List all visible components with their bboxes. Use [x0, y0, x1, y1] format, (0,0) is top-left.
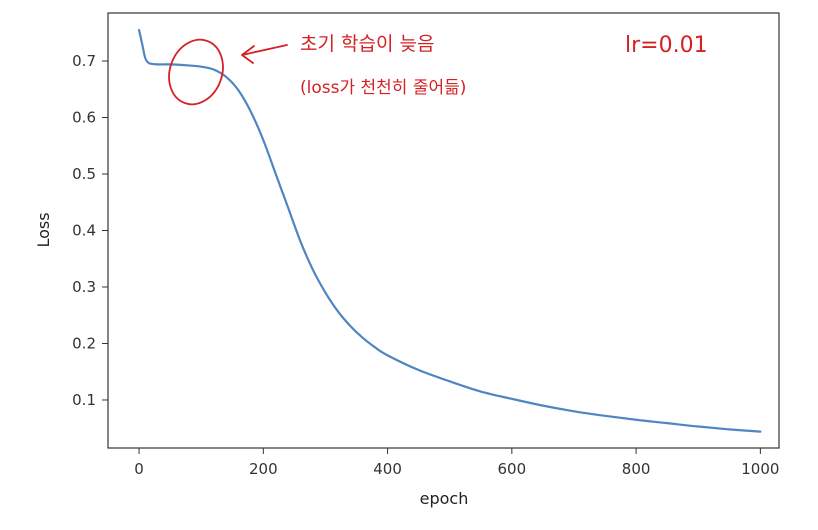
y-tick-label: 0.1: [72, 391, 96, 409]
x-tick-label: 600: [498, 460, 527, 478]
plot-frame: [107, 12, 780, 449]
y-tick-label: 0.5: [72, 165, 96, 183]
annotation-circle: [168, 38, 224, 106]
x-axis-label: epoch: [420, 489, 469, 508]
x-tick-label: 800: [622, 460, 651, 478]
annotation-arrow-icon: [241, 44, 288, 64]
y-tick-label: 0.6: [72, 109, 96, 127]
y-axis-label: Loss: [34, 212, 53, 247]
y-tick-label: 0.7: [72, 52, 96, 70]
plot-layer: [137, 28, 762, 433]
x-tick-label: 0: [134, 460, 144, 478]
loss-series-line: [137, 28, 762, 433]
ticks-layer: 0 200 400 600 800 1000 0.1 0.2 0.3 0.4 0.5 0.6 0.7: [72, 52, 779, 478]
x-tick-label: 1000: [741, 460, 779, 478]
y-tick-label: 0.3: [72, 278, 96, 296]
x-tick-label: 400: [373, 460, 402, 478]
x-tick-label: 200: [249, 460, 278, 478]
y-tick-label: 0.4: [72, 222, 96, 240]
y-tick-label: 0.2: [72, 334, 96, 352]
annotation-note-line1: 초기 학습이 늦음: [300, 33, 434, 55]
annotation-note-line2: (loss가 천천히 줄어듦): [300, 78, 466, 98]
annotation-lr-note: lr=0.01: [625, 33, 708, 58]
